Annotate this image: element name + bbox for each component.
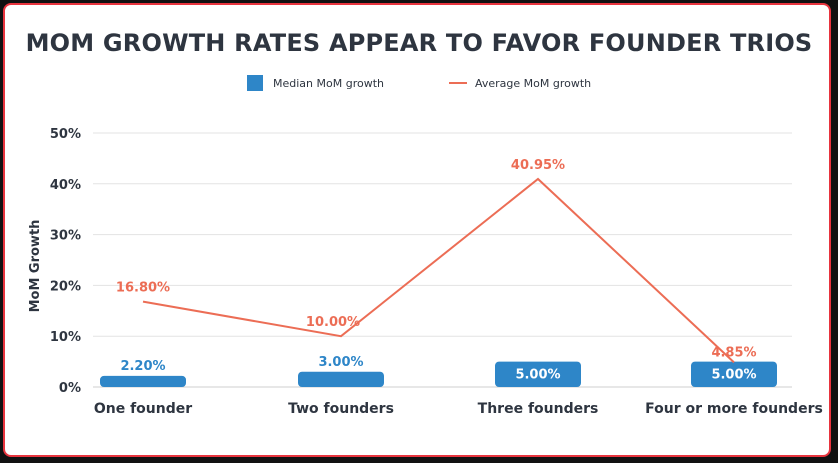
y-tick-label: 30% xyxy=(50,229,81,244)
chart-svg: 0% 10% 20% 30% 40% 50% MoM Growth Median MoM gr… xyxy=(28,75,823,417)
bar-median xyxy=(298,371,384,387)
chart-card: MOM GROWTH RATES APPEAR TO FAVOR FOUNDER… xyxy=(3,3,831,457)
bar-value-label: 5.00% xyxy=(515,368,560,383)
bar-value-label: 2.20% xyxy=(120,359,165,374)
average-line xyxy=(142,177,735,364)
line-value-label: 10.00% xyxy=(306,315,360,330)
bar-value-label: 3.00% xyxy=(318,355,363,370)
legend-label-average: Average MoM growth xyxy=(475,77,591,90)
x-category-label: Four or more founders xyxy=(645,401,823,417)
x-category-label: Two founders xyxy=(288,401,394,417)
x-category-label: One founder xyxy=(94,401,192,417)
legend-swatch-median xyxy=(247,75,263,91)
y-tick-label: 20% xyxy=(50,279,81,294)
y-axis-label: MoM Growth xyxy=(28,220,43,313)
legend-label-median: Median MoM growth xyxy=(273,77,384,90)
bar-median xyxy=(691,361,777,387)
chart-title: MOM GROWTH RATES APPEAR TO FAVOR FOUNDER… xyxy=(25,29,813,57)
bar-median xyxy=(100,375,186,387)
y-tick-label: 40% xyxy=(50,178,81,193)
bar-median xyxy=(495,361,581,387)
x-category-label: Three founders xyxy=(478,401,599,417)
bar-value-label: 5.00% xyxy=(711,368,756,383)
y-tick-label: 50% xyxy=(50,127,81,142)
line-value-label: 4.85% xyxy=(711,345,756,360)
line-value-label: 16.80% xyxy=(116,281,170,296)
line-value-label: 40.95% xyxy=(511,158,565,173)
y-tick-label: 10% xyxy=(50,330,81,345)
y-tick-label: 0% xyxy=(59,381,81,396)
